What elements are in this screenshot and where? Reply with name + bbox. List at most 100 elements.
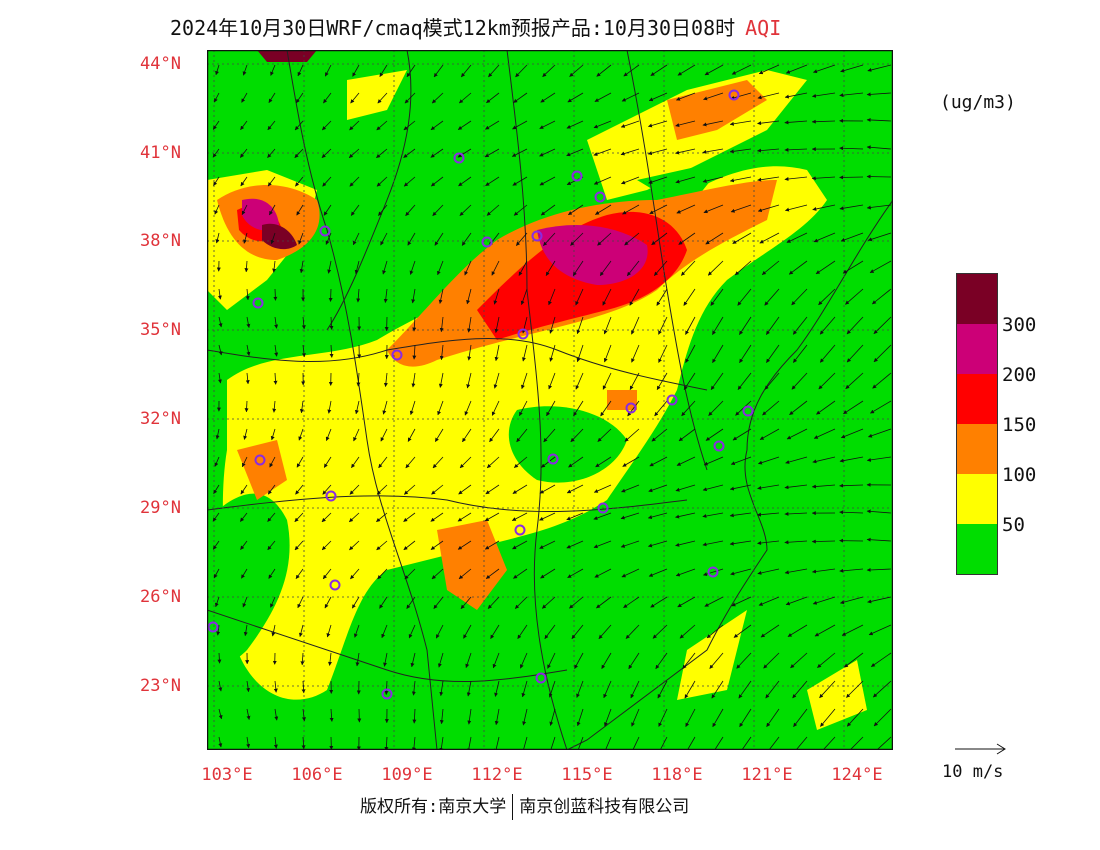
wind-arrow bbox=[600, 400, 612, 417]
wind-arrow bbox=[569, 596, 584, 609]
wind-arrow bbox=[840, 596, 864, 605]
wind-arrow bbox=[243, 232, 248, 244]
legend-label-100: 100 bbox=[1002, 464, 1037, 486]
wind-arrow bbox=[677, 596, 696, 608]
wind-arrow bbox=[324, 596, 332, 609]
wind-arrow bbox=[267, 512, 276, 522]
wind-arrow bbox=[785, 204, 808, 212]
wind-arrow bbox=[217, 288, 222, 300]
wind-arrow bbox=[647, 148, 668, 156]
wind-arrow bbox=[515, 64, 528, 78]
wind-arrow bbox=[377, 568, 388, 580]
wind-arrow bbox=[412, 344, 417, 360]
wind-arrow bbox=[620, 512, 640, 520]
wind-arrow bbox=[839, 175, 864, 180]
city-marker bbox=[391, 349, 403, 361]
wind-arrow bbox=[675, 540, 696, 547]
wind-arrow bbox=[621, 92, 640, 102]
wind-arrow bbox=[792, 736, 808, 750]
wind-arrow bbox=[676, 456, 696, 466]
wind-arrow bbox=[620, 148, 640, 156]
wind-arrow bbox=[239, 148, 248, 158]
legend-label-200: 200 bbox=[1002, 364, 1037, 386]
wind-arrow bbox=[631, 344, 640, 363]
wind-arrow bbox=[323, 456, 332, 468]
wind-arrow bbox=[439, 708, 444, 725]
wind-arrow bbox=[548, 736, 556, 750]
wind-arrow bbox=[784, 176, 808, 181]
wind-arrow bbox=[463, 624, 472, 639]
wind-arrow bbox=[494, 708, 500, 726]
city-marker bbox=[597, 502, 609, 514]
wind-arrow bbox=[246, 708, 251, 720]
wind-arrow bbox=[294, 120, 304, 131]
lon-label-118: 118°E bbox=[651, 765, 703, 785]
wind-arrow bbox=[299, 260, 304, 274]
wind-arrow bbox=[730, 568, 752, 576]
wind-arrow bbox=[811, 119, 836, 124]
wind-arrow bbox=[272, 260, 277, 273]
wind-arrow bbox=[792, 344, 808, 363]
wind-arrow bbox=[845, 372, 864, 389]
wind-arrow bbox=[812, 92, 836, 98]
wind-arrow bbox=[212, 148, 220, 158]
wind-arrow bbox=[540, 204, 556, 216]
wind-arrow bbox=[678, 428, 696, 442]
wind-arrow bbox=[811, 484, 836, 489]
wind-arrow bbox=[404, 92, 416, 104]
wind-arrow bbox=[380, 232, 388, 246]
wind-arrow bbox=[295, 92, 304, 104]
wind-arrow bbox=[273, 736, 278, 749]
wind-arrow bbox=[739, 316, 752, 335]
wind-arrow bbox=[839, 456, 864, 463]
wind-arrow bbox=[241, 568, 248, 579]
wind-arrow bbox=[245, 372, 250, 385]
wind-arrow bbox=[735, 400, 752, 416]
wind-arrow bbox=[787, 624, 808, 637]
wind-arrow bbox=[681, 400, 696, 417]
wind-arrow bbox=[515, 232, 528, 246]
wind-arrow bbox=[494, 316, 500, 333]
wind-arrow bbox=[376, 148, 388, 159]
wind-arrow bbox=[729, 512, 752, 518]
wind-arrow bbox=[354, 400, 360, 415]
wind-arrow bbox=[301, 344, 306, 358]
wind-arrow bbox=[548, 680, 556, 698]
wind-arrow bbox=[457, 148, 472, 158]
wind-arrow bbox=[647, 512, 668, 520]
wind-arrow bbox=[846, 344, 864, 363]
title-variable: AQI bbox=[745, 16, 782, 40]
wind-arrow bbox=[430, 540, 444, 550]
wind-arrow bbox=[819, 316, 836, 335]
wind-arrow bbox=[846, 316, 864, 335]
wind-arrow bbox=[519, 652, 528, 669]
wind-arrow bbox=[710, 372, 724, 391]
wind-arrow bbox=[819, 680, 836, 699]
wind-arrow bbox=[324, 64, 332, 77]
wind-arrow bbox=[732, 232, 752, 244]
wind-arrow bbox=[623, 64, 640, 77]
wind-arrow bbox=[267, 120, 276, 131]
wind-arrow bbox=[301, 316, 306, 330]
wind-arrow bbox=[349, 176, 360, 187]
wind-arrow bbox=[702, 484, 724, 492]
wind-arrow bbox=[757, 148, 780, 153]
wind-arrow bbox=[412, 708, 417, 724]
wind-arrow bbox=[785, 596, 808, 606]
wind-arrow bbox=[461, 232, 472, 246]
wind-arrow bbox=[489, 428, 500, 443]
wind-arrow bbox=[349, 120, 360, 131]
wind-arrow bbox=[323, 92, 332, 104]
wind-arrow bbox=[458, 484, 472, 495]
wind-arrow bbox=[812, 204, 836, 211]
wind-arrow bbox=[649, 204, 668, 215]
wind-arrow bbox=[513, 568, 528, 579]
wind-arrow bbox=[514, 596, 528, 609]
wind-arrow bbox=[540, 92, 556, 103]
wind-arrow bbox=[403, 512, 416, 522]
legend-label-150: 150 bbox=[1002, 414, 1037, 436]
wind-arrow bbox=[326, 624, 332, 638]
wind-arrow bbox=[267, 540, 276, 551]
wind-arrow bbox=[438, 372, 444, 388]
wind-arrow bbox=[675, 484, 696, 492]
